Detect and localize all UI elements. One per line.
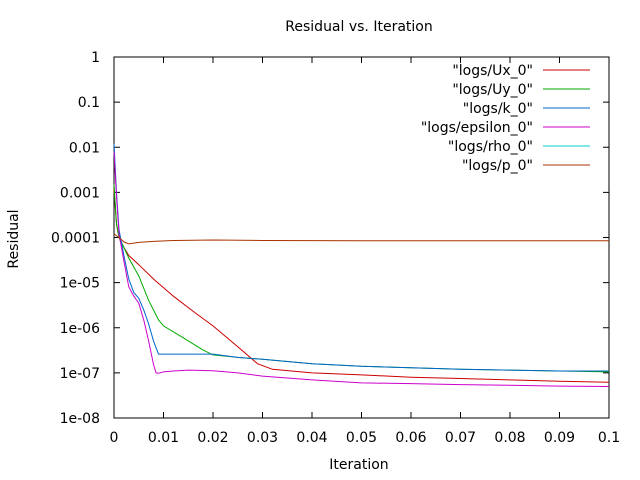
series-lines <box>113 143 610 387</box>
x-tick-label: 0.09 <box>544 430 575 446</box>
y-tick-label: 0.01 <box>69 140 100 156</box>
y-tick-label: 1e-06 <box>60 321 100 337</box>
y-axis-label: Residual <box>6 209 22 268</box>
x-tick-label: 0.02 <box>197 430 228 446</box>
series-line <box>113 184 610 373</box>
plot-frame <box>113 56 610 419</box>
y-tick-label: 0.001 <box>60 185 100 201</box>
series-line <box>113 143 609 372</box>
x-tick-label: 0.03 <box>247 430 278 446</box>
legend-label: "logs/rho_0" <box>448 139 533 155</box>
x-tick-label: 0.1 <box>598 430 620 446</box>
series-line <box>113 233 609 245</box>
series-line <box>113 188 610 383</box>
legend: "logs/Ux_0" "logs/Uy_0" "logs/k_0" "logs/ep… <box>421 63 590 174</box>
legend-label: "logs/p_0" <box>462 158 533 174</box>
x-tick-label: 0.08 <box>494 430 525 446</box>
legend-label: "logs/Ux_0" <box>452 63 533 79</box>
y-tick-label: 1 <box>91 50 100 66</box>
y-tick-label: 1e-05 <box>60 276 100 292</box>
axis-ticks: 0 0.01 0.02 0.03 0.04 0.05 0.06 0.07 0.08 0.09 0.1… <box>51 50 620 446</box>
x-tick-label: 0.05 <box>346 430 377 446</box>
x-tick-label: 0 <box>110 430 119 446</box>
x-tick-label: 0.01 <box>148 430 179 446</box>
legend-label: "logs/k_0" <box>463 101 533 117</box>
y-tick-label: 0.0001 <box>51 231 100 247</box>
y-tick-label: 1e-07 <box>60 366 100 382</box>
series-line <box>113 151 610 387</box>
x-axis-label: Iteration <box>329 457 388 473</box>
y-tick-label: 1e-08 <box>60 411 100 427</box>
legend-label: "logs/Uy_0" <box>452 82 533 98</box>
x-tick-label: 0.07 <box>445 430 476 446</box>
x-tick-label: 0.04 <box>296 430 327 446</box>
legend-label: "logs/epsilon_0" <box>421 120 533 136</box>
y-tick-label: 0.1 <box>78 95 100 111</box>
x-tick-label: 0.06 <box>395 430 426 446</box>
chart-title: Residual vs. Iteration <box>285 19 432 35</box>
